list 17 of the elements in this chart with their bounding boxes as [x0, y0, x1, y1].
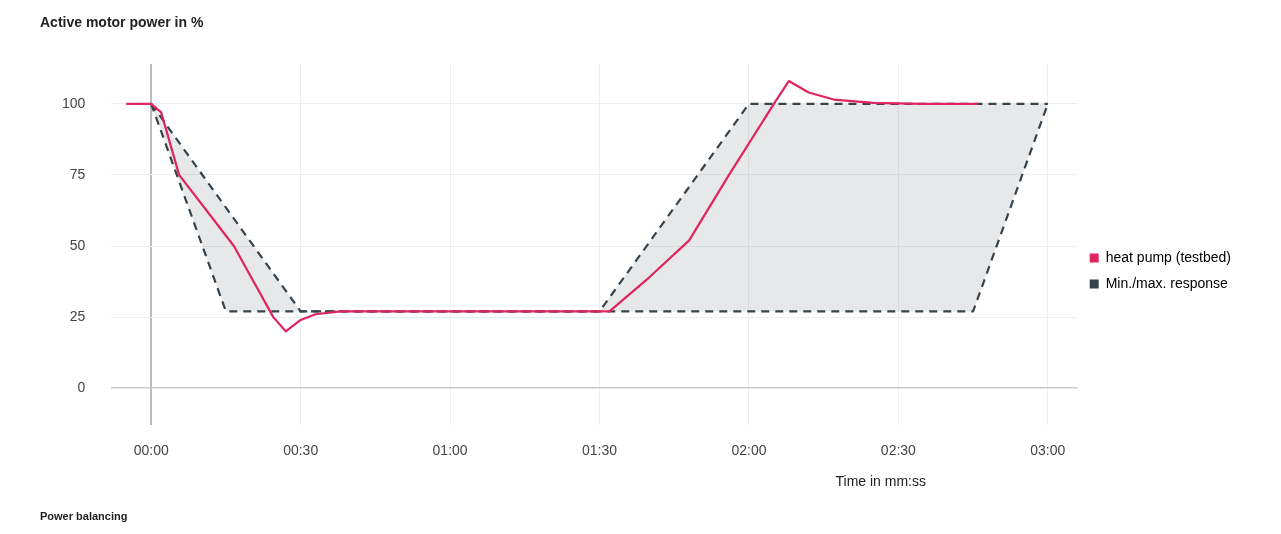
x-tick-label: 02:30	[880, 442, 917, 459]
x-tick-label: 03:00	[1030, 442, 1066, 459]
x-tick-label: 01:30	[581, 442, 618, 459]
x-tick-label: 02:00	[731, 442, 767, 459]
y-tick-label: 50	[69, 236, 86, 253]
x-tick-label: 00:30	[283, 442, 319, 459]
x-tick-label: 01:00	[432, 442, 468, 459]
y-tick-label: 0	[77, 379, 86, 396]
y-axis-title: Active motor power in %	[40, 14, 204, 30]
x-tick-label: 00:00	[133, 442, 169, 459]
legend-label: Min./max. response	[1105, 274, 1229, 291]
x-axis-title: Time in mm:ss	[834, 473, 926, 489]
legend-label: heat pump (testbed)	[1105, 248, 1231, 265]
text: Power balancing	[40, 510, 128, 522]
y-tick-label: 75	[69, 165, 86, 182]
y-tick-label: 100	[62, 94, 86, 111]
y-tick-label: 25	[69, 307, 86, 324]
